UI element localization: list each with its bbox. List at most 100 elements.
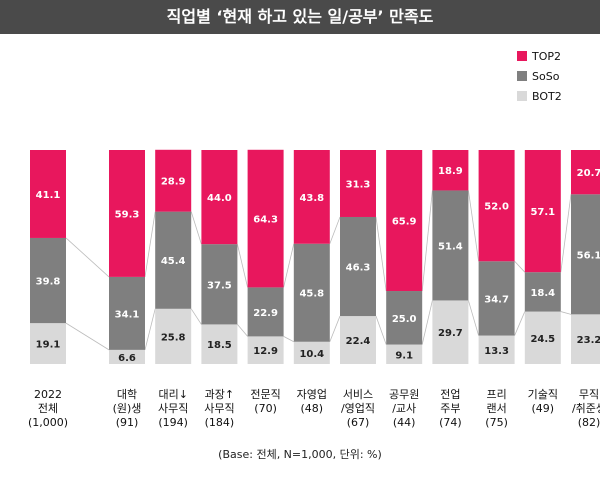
bar-segment-soso (524, 272, 561, 312)
legend-label-bot2: BOT2 (532, 90, 562, 103)
category-label: 전업 (440, 388, 460, 401)
category-label: (74) (439, 416, 462, 429)
connector-line (190, 308, 202, 325)
value-label-top2: 18.9 (438, 166, 463, 177)
bar-segment-bot2 (432, 300, 469, 364)
connector-line (283, 336, 294, 343)
connector-line (375, 216, 387, 292)
value-label-top2: 43.8 (299, 193, 324, 204)
bar-segment-soso (340, 216, 376, 317)
bar-segment-bot2 (201, 324, 238, 364)
bar-segment-bot2 (109, 349, 145, 364)
value-label-top2: 59.3 (115, 209, 140, 220)
connector-line (514, 261, 526, 273)
connector-line (329, 315, 341, 342)
category-label: 무직 (579, 388, 599, 401)
bar-segment-soso (30, 237, 66, 324)
bar-segment-top2 (571, 150, 600, 195)
value-label-top2: 64.3 (253, 215, 278, 226)
category-label: (원)생 (113, 402, 142, 415)
legend-swatch-bot2 (517, 91, 527, 101)
value-label-bot2: 23.2 (577, 335, 600, 346)
category-label: 랜서 (486, 402, 506, 415)
footnote: (Base: 전체, N=1,000, 단위: %) (218, 448, 382, 461)
value-label-bot2: 9.1 (395, 350, 413, 361)
value-label-bot2: 25.8 (161, 332, 186, 343)
value-label-soso: 46.3 (346, 263, 371, 274)
value-label-top2: 52.0 (484, 202, 509, 213)
bar-segment-soso (293, 243, 330, 342)
category-label: (82) (578, 416, 600, 429)
bar-segment-soso (109, 276, 145, 350)
category-label: (91) (116, 416, 139, 429)
category-label: 자영업 (297, 388, 327, 401)
value-label-soso: 22.9 (253, 308, 278, 319)
legend-label-soso: SoSo (532, 70, 560, 83)
connector-line (468, 190, 479, 262)
bar-segment-bot2 (478, 335, 515, 364)
value-label-soso: 45.4 (161, 256, 186, 267)
bar-segment-soso (247, 287, 284, 337)
bar-segment-top2 (340, 150, 376, 217)
value-label-top2: 28.9 (161, 177, 186, 188)
category-label: /교사 (392, 402, 416, 415)
bar-segment-bot2 (293, 341, 330, 364)
value-label-soso: 18.4 (530, 288, 555, 299)
bar-segment-bot2 (571, 314, 600, 364)
value-label-bot2: 24.5 (530, 334, 555, 345)
value-label-top2: 44.0 (207, 193, 232, 204)
value-label-soso: 45.8 (299, 289, 324, 300)
value-label-bot2: 12.9 (253, 346, 278, 357)
connector-line (283, 243, 295, 288)
bar-segment-top2 (432, 150, 469, 191)
category-label: 전체 (38, 402, 58, 415)
category-label: (184) (205, 416, 235, 429)
category-label: 프리 (486, 388, 506, 401)
category-label: (44) (393, 416, 416, 429)
bar-segment-bot2 (340, 316, 376, 364)
value-label-bot2: 29.7 (438, 328, 463, 339)
category-label: /취준생 (572, 402, 600, 415)
legend-swatch-soso (517, 71, 527, 81)
bar-segment-bot2 (386, 344, 423, 364)
connector-line (375, 315, 387, 345)
connector-line (514, 311, 526, 336)
category-label: (49) (532, 402, 555, 415)
connector-line (65, 322, 110, 351)
value-label-soso: 51.4 (438, 241, 463, 252)
value-label-bot2: 6.6 (118, 353, 136, 364)
connector-line (237, 324, 248, 337)
category-label: 공무원 (389, 388, 419, 401)
bar-segment-soso (478, 261, 515, 336)
category-label: (194) (158, 416, 188, 429)
legend-label-top2: TOP2 (531, 50, 561, 63)
bar-segment-top2 (201, 150, 238, 245)
bar-segment-top2 (478, 150, 515, 262)
value-label-top2: 20.7 (577, 168, 600, 179)
category-label: 대학 (117, 388, 137, 401)
category-label: 서비스 (343, 388, 373, 401)
bar-segment-bot2 (155, 308, 192, 364)
value-label-top2: 65.9 (392, 217, 417, 228)
connector-line (144, 211, 156, 277)
value-label-soso: 25.0 (392, 314, 417, 325)
category-label: /영업직 (341, 402, 375, 415)
value-label-top2: 31.3 (346, 179, 371, 190)
connector-line (237, 244, 248, 288)
connector-line (65, 237, 110, 278)
bar-segment-bot2 (30, 323, 66, 364)
bar-segment-bot2 (524, 311, 561, 364)
connector-line (560, 194, 572, 273)
value-label-soso: 37.5 (207, 280, 232, 291)
title-bar (0, 0, 600, 34)
connector-line (190, 211, 202, 245)
bar-segment-top2 (109, 150, 145, 277)
category-label: 사무직 (158, 402, 188, 415)
category-label: (67) (347, 416, 370, 429)
bar-segment-top2 (155, 149, 192, 212)
bar-segment-soso (432, 190, 469, 301)
category-label: 사무직 (204, 402, 234, 415)
bar-segment-soso (201, 244, 238, 325)
chart-title: 직업별 ‘현재 하고 있는 일/공부’ 만족도 (166, 7, 434, 26)
